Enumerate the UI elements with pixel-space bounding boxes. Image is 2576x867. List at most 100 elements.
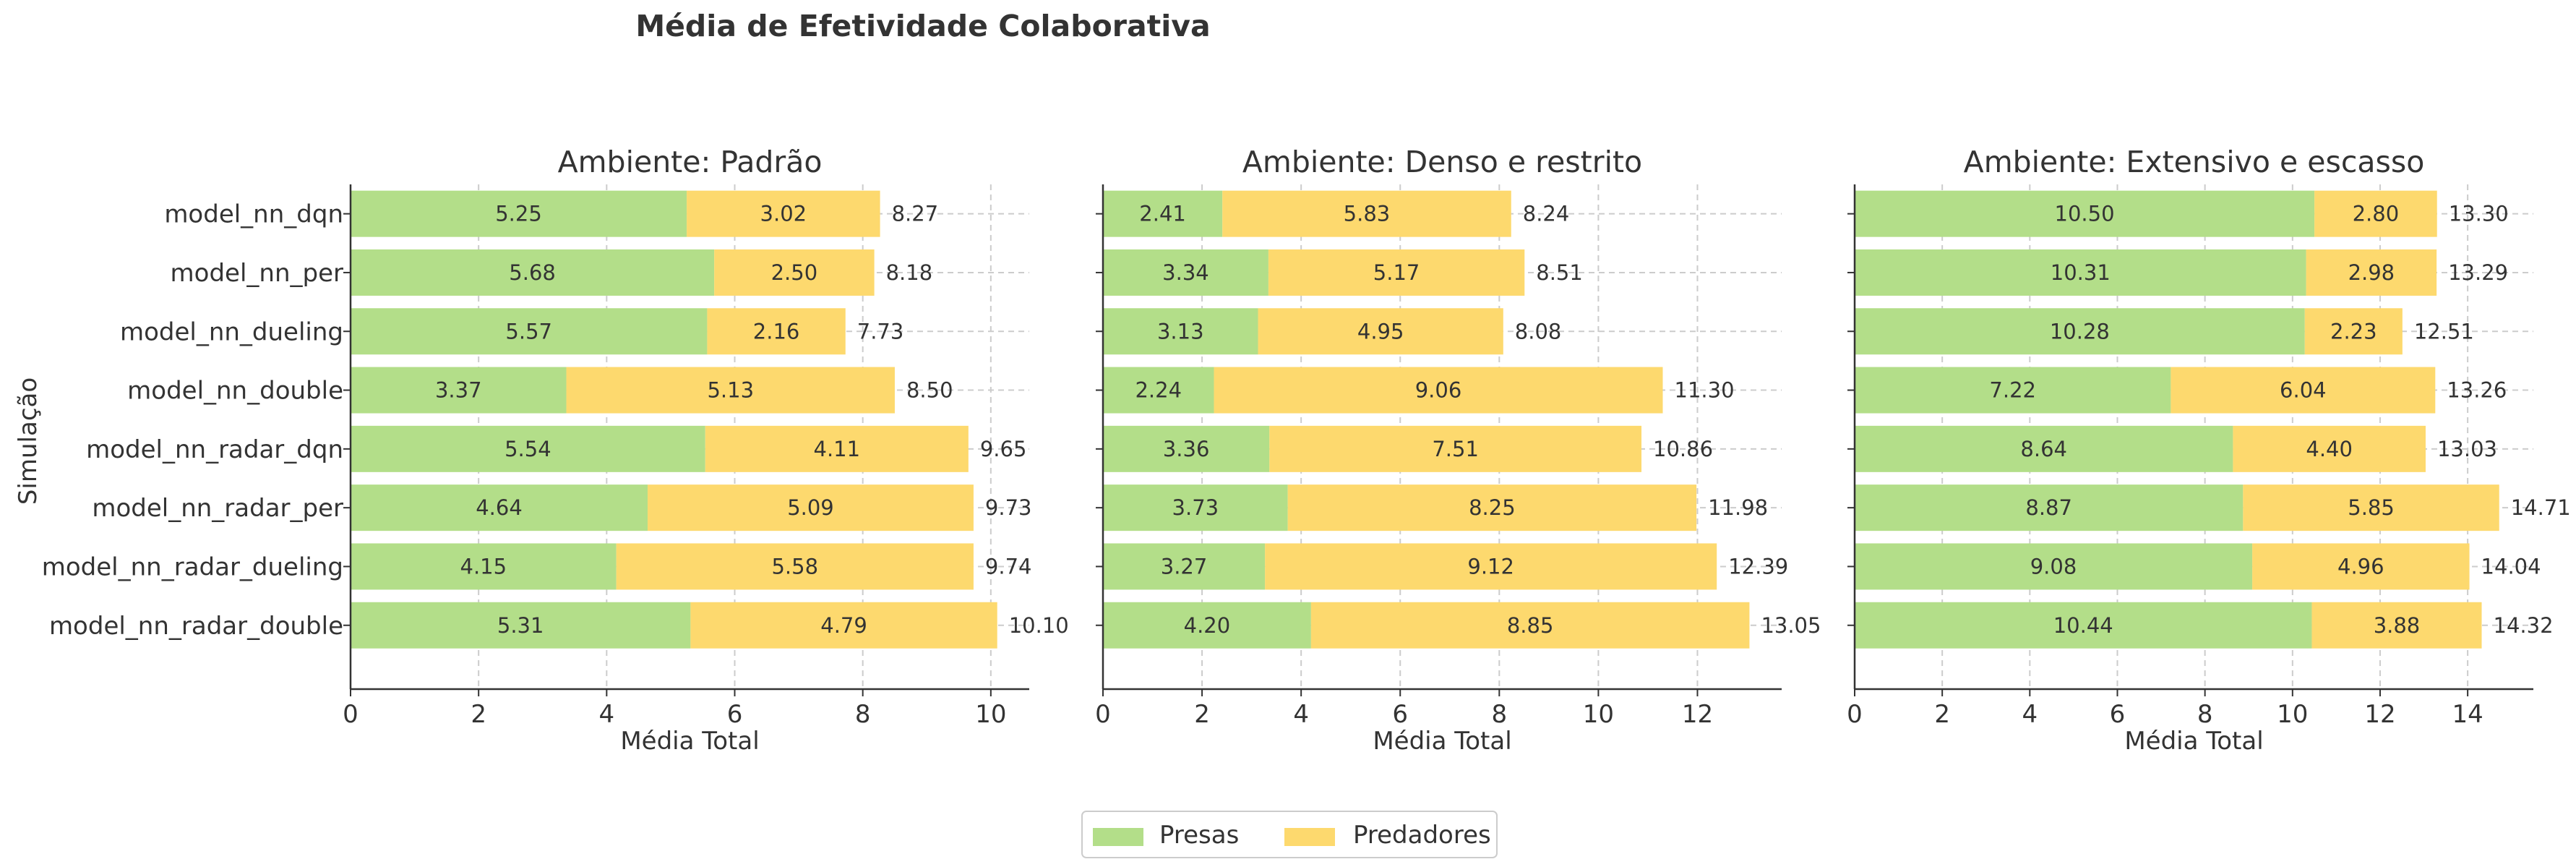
bar-total-label: 13.30 <box>2449 202 2509 226</box>
x-tick-label: 6 <box>1392 700 1408 729</box>
bar-label-predadores: 5.58 <box>771 554 818 578</box>
legend[interactable]: Presas Predadores <box>1081 811 1498 858</box>
bar-label-presas: 5.25 <box>495 202 542 226</box>
bar-label-predadores: 4.79 <box>820 613 867 638</box>
bar-label-presas: 4.15 <box>460 554 507 578</box>
chart-title: Ambiente: Denso e restrito <box>1242 145 1642 179</box>
x-axis-label: Média Total <box>620 727 759 756</box>
bar-label-presas: 8.64 <box>2020 437 2067 461</box>
bar-presas <box>1855 308 2305 355</box>
bar-presas <box>1103 249 1268 296</box>
x-tick-label: 2 <box>1194 700 1210 729</box>
bar-total-label: 12.39 <box>1728 554 1788 578</box>
bar-predadores <box>648 484 974 531</box>
x-tick-label: 2 <box>1934 700 1950 729</box>
bar-label-predadores: 9.12 <box>1467 554 1514 578</box>
bar-label-presas: 7.22 <box>1989 378 2036 403</box>
bar-label-presas: 3.34 <box>1162 260 1209 285</box>
bar-presas <box>1855 602 2312 649</box>
bar-total-label: 14.32 <box>2494 613 2554 638</box>
bar-predadores <box>707 308 846 355</box>
bar-label-predadores: 5.85 <box>2348 495 2395 520</box>
x-tick-label: 8 <box>1492 700 1508 729</box>
bar-presas <box>351 602 691 649</box>
bar-label-presas: 5.31 <box>497 613 544 638</box>
bar-predadores <box>714 249 875 296</box>
x-tick-label: 6 <box>2110 700 2126 729</box>
bar-label-predadores: 9.06 <box>1415 378 1462 403</box>
legend-label-predadores: Predadores <box>1353 821 1491 850</box>
x-tick-label: 4 <box>599 700 615 729</box>
bar-predadores <box>2233 425 2426 472</box>
bar-label-predadores: 5.17 <box>1373 260 1420 285</box>
bar-label-presas: 5.57 <box>505 319 552 343</box>
x-tick-label: 10 <box>975 700 1006 729</box>
bar-predadores <box>2306 249 2437 296</box>
bar-predadores <box>616 543 974 590</box>
bar-label-presas: 3.27 <box>1161 554 1208 578</box>
chart-panel-2: 0 2 4 6 8 10 12 2.41 5.83 8.24 3.34 5.17 8.51 3.13 4.9… <box>1095 145 1821 756</box>
bar-predadores <box>1258 308 1503 355</box>
bar-label-predadores: 3.02 <box>760 202 807 226</box>
bar-predadores <box>2314 190 2437 237</box>
bar-presas <box>1103 367 1214 414</box>
chart-title: Ambiente: Extensivo e escasso <box>1964 145 2425 179</box>
bar-presas <box>1103 190 1223 237</box>
bar-presas <box>351 190 687 237</box>
bar-presas <box>1855 484 2244 531</box>
bar-presas <box>1103 602 1311 649</box>
bar-presas <box>1855 543 2253 590</box>
bar-presas <box>351 367 567 414</box>
x-tick-label: 0 <box>343 700 359 729</box>
bar-label-predadores: 4.95 <box>1357 319 1404 343</box>
bar-label-presas: 5.68 <box>509 260 556 285</box>
bar-presas <box>351 249 715 296</box>
bar-predadores <box>705 425 969 472</box>
bar-label-presas: 3.73 <box>1172 495 1219 520</box>
bar-predadores <box>690 602 997 649</box>
x-axis-label: Média Total <box>1373 727 1511 756</box>
y-axis-label: Simulação <box>14 377 43 505</box>
bar-presas <box>351 425 705 472</box>
bar-total-label: 8.27 <box>892 202 939 226</box>
bar-label-presas: 2.24 <box>1135 378 1182 403</box>
bar-label-presas: 3.37 <box>435 378 482 403</box>
chart-panels: 0 2 4 6 8 10 5.25 3.02 8.27 model_nn_dqn 5.68 2.50 8… <box>42 145 2571 756</box>
bar-predadores <box>1269 425 1642 472</box>
bar-predadores <box>1214 367 1663 414</box>
legend-swatch-predadores <box>1284 828 1335 846</box>
bar-presas <box>1855 425 2233 472</box>
bar-total-label: 14.71 <box>2511 495 2571 520</box>
y-tick-label: model_nn_per <box>171 259 343 288</box>
x-tick-label: 8 <box>2197 700 2213 729</box>
bar-predadores <box>2311 602 2482 649</box>
figure-title: Média de Efetividade Colaborativa <box>635 9 1210 43</box>
bar-total-label: 13.03 <box>2437 437 2497 461</box>
bar-label-predadores: 4.11 <box>814 437 861 461</box>
bar-label-presas: 10.50 <box>2055 202 2115 226</box>
x-tick-label: 0 <box>1847 700 1863 729</box>
y-tick-label: model_nn_radar_double <box>49 612 343 641</box>
bar-label-presas: 2.41 <box>1139 202 1186 226</box>
y-tick-label: model_nn_radar_dqn <box>86 435 343 464</box>
bar-predadores <box>1310 602 1750 649</box>
bar-label-presas: 3.13 <box>1157 319 1204 343</box>
bar-presas <box>351 308 708 355</box>
bar-total-label: 13.26 <box>2447 378 2507 403</box>
legend-label-presas: Presas <box>1159 821 1239 850</box>
bar-total-label: 8.18 <box>886 260 933 285</box>
bar-presas <box>1855 367 2171 414</box>
bar-label-presas: 10.28 <box>2050 319 2110 343</box>
bar-total-label: 10.10 <box>1009 613 1069 638</box>
bar-presas <box>1103 543 1266 590</box>
y-tick-label: model_nn_dueling <box>120 317 343 346</box>
x-tick-label: 8 <box>855 700 871 729</box>
bar-total-label: 8.24 <box>1523 202 1570 226</box>
bar-total-label: 8.51 <box>1536 260 1583 285</box>
x-tick-label: 4 <box>2022 700 2038 729</box>
bar-label-predadores: 7.51 <box>1432 437 1479 461</box>
bar-predadores <box>2171 367 2436 414</box>
bar-predadores <box>566 367 895 414</box>
bar-presas <box>1103 484 1288 531</box>
